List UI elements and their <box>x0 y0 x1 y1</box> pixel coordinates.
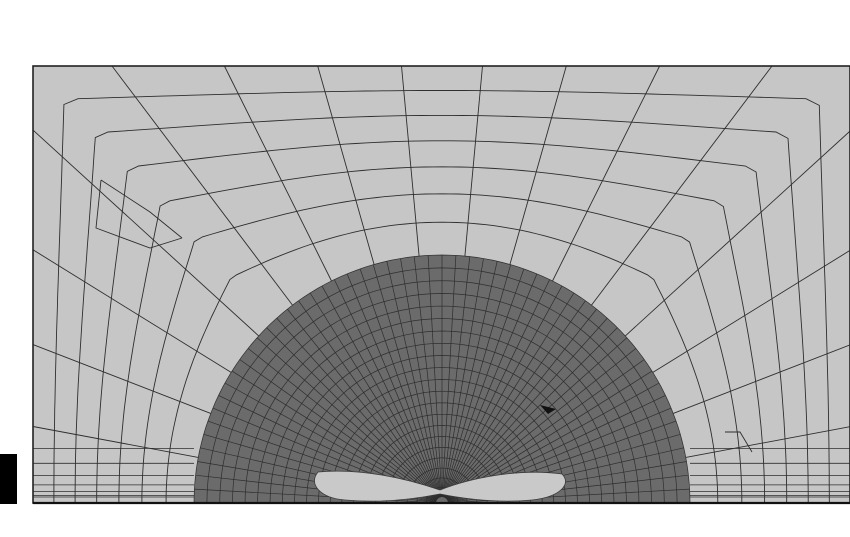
inner-spoke-line <box>400 258 442 498</box>
inner-spoke-line <box>334 279 440 498</box>
inner-ring-line <box>244 305 640 504</box>
inner-spoke-line <box>445 317 608 499</box>
inner-spoke-line <box>247 348 438 500</box>
inner-spoke-line <box>444 292 575 499</box>
inner-spoke-line <box>321 285 440 498</box>
inner-spoke-line <box>443 273 538 498</box>
outer-spoke-line <box>32 249 232 373</box>
inner-spoke-line <box>444 285 563 498</box>
outer-spoke-line <box>652 250 850 373</box>
outer-ring-line <box>96 140 788 503</box>
inner-spoke-line <box>444 279 550 498</box>
outer-ring-line <box>53 90 830 503</box>
inner-ring-line <box>193 254 691 504</box>
bottom-strip-lines <box>33 447 850 498</box>
inner-spoke-line <box>442 261 498 498</box>
outer-ring-line <box>165 221 719 504</box>
inner-ring-line <box>281 342 603 504</box>
defect-region <box>314 470 566 502</box>
outer-spoke-line <box>552 65 661 282</box>
inner-spoke-line <box>266 327 439 500</box>
outer-spoke-line <box>32 426 199 458</box>
outer-ring-line <box>74 114 809 503</box>
outer-spoke-line <box>591 65 773 306</box>
inner-ring-line <box>206 267 678 504</box>
side-marker <box>0 454 17 504</box>
inner-ring-line <box>269 330 615 504</box>
inner-spoke-line <box>276 317 439 499</box>
inner-spoke-line <box>231 370 438 501</box>
inner-spoke-line <box>346 273 441 498</box>
inner-spoke-line <box>239 359 438 500</box>
inner-ring-line <box>341 402 543 504</box>
outer-spoke-line <box>673 344 850 414</box>
outer-spoke-line <box>685 426 850 458</box>
outer-spoke-line <box>624 130 850 337</box>
irregular-element-line <box>100 179 183 239</box>
outer-ring-line <box>118 166 766 503</box>
inner-spoke-line <box>441 255 457 498</box>
outer-spoke-line <box>223 65 332 282</box>
outer-mesh-lines <box>32 65 850 504</box>
inner-spoke-line <box>413 256 442 498</box>
outer-spoke-line <box>32 129 260 337</box>
inner-spoke-line <box>386 261 442 498</box>
inner-spoke-line <box>287 308 439 499</box>
inner-spoke-line <box>445 327 618 500</box>
inner-spoke-line <box>359 268 441 498</box>
inner-spoke-line <box>427 255 443 498</box>
irregular-element-line <box>725 431 753 453</box>
inner-spoke-line <box>446 337 628 500</box>
inner-ring-line <box>352 413 532 503</box>
outer-spoke-line <box>401 65 420 257</box>
inner-ring-line <box>434 495 450 503</box>
inner-spoke-line <box>309 292 440 499</box>
inner-spoke-line <box>446 359 645 500</box>
outer-spoke-line <box>317 65 375 265</box>
crack-tip-marker <box>540 405 556 414</box>
inner-spoke-line <box>298 300 439 499</box>
inner-spoke-line <box>445 308 597 499</box>
inner-spoke-line <box>442 256 471 498</box>
inner-spoke-line <box>446 348 637 500</box>
inner-ring-line <box>364 425 520 504</box>
inner-ring-line <box>219 280 665 504</box>
inner-spoke-line <box>445 300 586 499</box>
outer-spoke-line <box>111 65 293 306</box>
outer-ring-line <box>141 193 743 503</box>
outer-spoke-line <box>464 65 483 257</box>
inner-ring-line <box>329 390 555 504</box>
inner-spoke-line <box>443 264 512 498</box>
inner-spoke-line <box>443 268 525 498</box>
inner-ring-line <box>294 355 590 504</box>
inner-ring-line <box>257 318 627 504</box>
inner-spoke-line <box>442 258 484 498</box>
inner-ring-line <box>385 446 499 504</box>
irregular-element-line <box>95 179 183 249</box>
outer-spoke-line <box>509 65 567 265</box>
inner-spoke-line <box>372 264 441 498</box>
inner-ring-line <box>375 436 509 504</box>
inner-spoke-line <box>256 337 438 500</box>
inner-mesh-lines <box>193 254 691 504</box>
inner-ring-line <box>318 379 566 504</box>
inner-ring-line <box>232 293 652 504</box>
outer-spoke-line <box>32 344 211 414</box>
inner-ring-line <box>306 367 578 504</box>
